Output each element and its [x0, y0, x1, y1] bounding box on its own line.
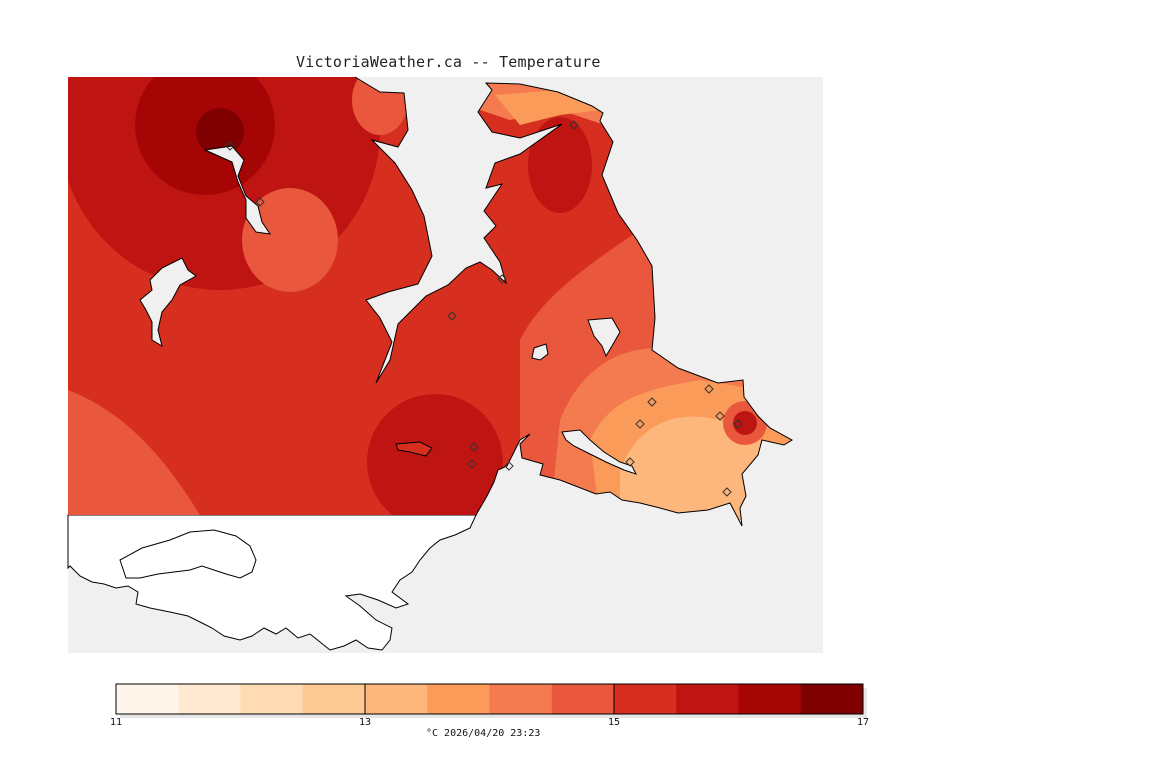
- colorbar: [115, 683, 867, 718]
- colorbar-swatch: [489, 684, 553, 714]
- colorbar-swatch: [738, 684, 802, 714]
- lake-langford: [395, 441, 433, 457]
- colorbar-tick-13: 13: [358, 717, 372, 728]
- colorbar-tick-15: 15: [607, 717, 621, 728]
- diamond-icon[interactable]: [469, 442, 479, 452]
- diamond-icon[interactable]: [225, 141, 235, 151]
- diamond-icon[interactable]: [704, 384, 714, 394]
- colorbar-swatch: [427, 684, 490, 714]
- diamond-icon[interactable]: [255, 197, 265, 207]
- map-title: VictoriaWeather.ca -- Temperature: [296, 53, 601, 71]
- diamond-icon[interactable]: [447, 311, 457, 321]
- diamond-icon[interactable]: [625, 457, 635, 467]
- lake-west: [139, 257, 197, 348]
- colorbar-caption: °C 2026/04/20 23:23: [426, 728, 541, 739]
- colorbar-tick-17: 17: [856, 717, 870, 728]
- diamond-icon[interactable]: [635, 419, 645, 429]
- diamond-icon[interactable]: [504, 461, 514, 471]
- coastline: [354, 76, 793, 527]
- colorbar-swatch: [365, 684, 428, 714]
- south-inlet: [119, 529, 257, 579]
- lake-inlet-north: [203, 145, 272, 235]
- diamond-icon[interactable]: [569, 120, 579, 130]
- colorbar-swatch: [676, 684, 739, 714]
- diamond-icon[interactable]: [467, 459, 477, 469]
- harbour-inlet: [561, 429, 637, 475]
- lake-centre: [587, 317, 621, 358]
- colorbar-swatch: [551, 684, 615, 714]
- colorbar-swatch: [302, 684, 366, 714]
- diamond-icon[interactable]: [722, 487, 732, 497]
- colorbar-swatch: [240, 684, 304, 714]
- station-markers: [225, 120, 743, 497]
- colorbar-swatch: [178, 684, 241, 714]
- diamond-icon[interactable]: [715, 411, 725, 421]
- colorbar-swatch: [614, 684, 677, 714]
- diamond-icon[interactable]: [733, 419, 743, 429]
- colorbar-tick-11: 11: [109, 717, 123, 728]
- diamond-icon[interactable]: [647, 397, 657, 407]
- diamond-icon[interactable]: [497, 274, 507, 284]
- lake-small: [531, 343, 549, 361]
- colorbar-swatch: [800, 684, 864, 714]
- colorbar-swatch: [116, 684, 179, 714]
